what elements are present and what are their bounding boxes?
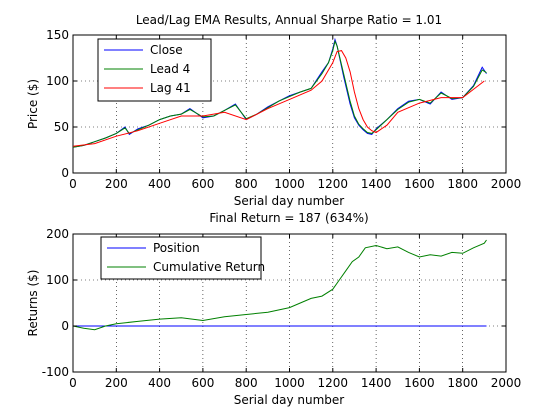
price-chart-title: Lead/Lag EMA Results, Annual Sharpe Rati… [136, 13, 442, 27]
x-tick-label: 1400 [361, 177, 392, 191]
x-tick-label: 1200 [318, 177, 349, 191]
y-tick-label: -100 [42, 365, 69, 379]
legend-label-cumulative-return: Cumulative Return [153, 260, 265, 274]
returns-legend: Position Cumulative Return [100, 236, 265, 280]
returns-series-layer [73, 239, 487, 331]
x-tick-label: 2000 [491, 177, 522, 191]
x-tick-label: 1600 [404, 177, 435, 191]
series-line-cumulative-return [73, 239, 487, 331]
returns-y-axis-label: Returns ($) [26, 270, 40, 337]
x-tick-label: 0 [69, 376, 77, 390]
x-tick-label: 200 [105, 177, 128, 191]
returns-x-axis-label: Serial day number [234, 393, 345, 407]
x-tick-label: 600 [191, 177, 214, 191]
legend-label-lag-41: Lag 41 [150, 81, 191, 95]
price-x-axis-label: Serial day number [234, 194, 345, 208]
x-tick-label: 0 [69, 177, 77, 191]
y-tick-label: 100 [46, 273, 69, 287]
x-tick-label: 1600 [404, 376, 435, 390]
legend-label-lead-4: Lead 4 [150, 62, 190, 76]
x-tick-label: 1000 [274, 177, 305, 191]
legend-label-position: Position [153, 241, 200, 255]
price-chart: Lead/Lag EMA Results, Annual Sharpe Rati… [26, 13, 521, 208]
returns-chart-title: Final Return = 187 (634%) [209, 211, 368, 225]
x-tick-label: 200 [105, 376, 128, 390]
x-tick-label: 1200 [318, 376, 349, 390]
series-line-lag-41 [73, 50, 485, 147]
price-legend: Close Lead 4 Lag 41 [97, 38, 212, 102]
x-tick-label: 1800 [447, 177, 478, 191]
y-tick-label: 50 [54, 120, 69, 134]
x-tick-label: 800 [235, 376, 258, 390]
returns-chart: Final Return = 187 (634%) 0 200 400 600 800 1… [26, 211, 521, 407]
price-ticks: 0 200 400 600 800 1000 1200 1400 1600 1800 2000 0 50… [46, 28, 521, 191]
y-tick-label: 0 [61, 166, 69, 180]
x-tick-label: 1800 [447, 376, 478, 390]
x-tick-label: 1400 [361, 376, 392, 390]
y-tick-label: 150 [46, 28, 69, 42]
returns-ticks: 0 200 400 600 800 1000 1200 1400 1600 1800 2000-10… [42, 227, 522, 390]
legend-label-close: Close [150, 43, 183, 57]
x-tick-label: 800 [235, 177, 258, 191]
x-tick-label: 600 [191, 376, 214, 390]
series-line-lead-4 [73, 39, 487, 148]
legend-box [97, 38, 212, 102]
x-tick-label: 400 [148, 177, 171, 191]
x-tick-label: 1000 [274, 376, 305, 390]
y-tick-label: 200 [46, 227, 69, 241]
price-y-axis-label: Price ($) [26, 79, 40, 129]
legend-box [100, 236, 262, 280]
y-tick-label: 0 [61, 319, 69, 333]
x-tick-label: 2000 [491, 376, 522, 390]
x-tick-label: 400 [148, 376, 171, 390]
y-tick-label: 100 [46, 74, 69, 88]
price-series-layer [73, 37, 487, 148]
